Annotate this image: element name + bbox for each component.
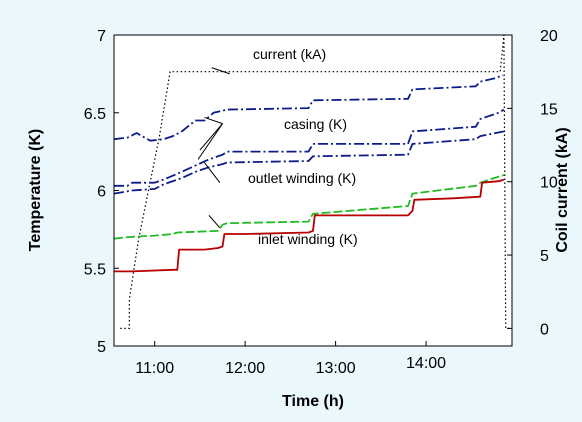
annotation-arrow-5 bbox=[208, 215, 221, 229]
y-left-tick-label: 6 bbox=[97, 184, 106, 201]
annotation-arrow-2 bbox=[199, 123, 223, 151]
plot-area bbox=[114, 35, 512, 346]
y-axis-title-left: Temperature (K) bbox=[27, 129, 44, 251]
y-right-tick-label: 5 bbox=[540, 248, 549, 265]
annotation-inlet-winding: inlet winding (K) bbox=[258, 231, 358, 247]
annotation-casing: casing (K) bbox=[284, 116, 347, 132]
y-right-tick-label: 20 bbox=[540, 28, 558, 45]
x-tick-label: 14:00 bbox=[406, 355, 446, 372]
annotation-current: current (kA) bbox=[253, 46, 326, 62]
arrow-layer bbox=[197, 67, 230, 229]
y-right-tick-label: 10 bbox=[540, 175, 558, 192]
annotation-arrow-3 bbox=[197, 123, 223, 160]
x-axis-title: Time (h) bbox=[282, 393, 344, 410]
series-line-2 bbox=[114, 108, 505, 187]
y-right-tick-label: 0 bbox=[540, 321, 549, 338]
series-line-5 bbox=[114, 178, 505, 273]
series-line-4 bbox=[113, 174, 505, 240]
series-line-0 bbox=[120, 34, 511, 329]
annotation-arrow-0 bbox=[211, 67, 230, 75]
y-left-tick-label: 5.5 bbox=[84, 261, 106, 278]
y-axis-title-right: Coil current (kA) bbox=[554, 127, 571, 252]
annotation-arrow-1 bbox=[204, 116, 223, 125]
x-tick-label: 12:00 bbox=[225, 360, 265, 377]
annotation-arrow-4 bbox=[204, 162, 221, 184]
y-right-tick-label: 15 bbox=[540, 101, 558, 118]
series-line-3 bbox=[113, 130, 505, 195]
y-left-tick-label: 7 bbox=[97, 28, 106, 45]
series-line-1 bbox=[113, 74, 504, 142]
y-left-tick-label: 6.5 bbox=[84, 106, 106, 123]
y-left-tick-label: 5 bbox=[97, 339, 106, 356]
x-tick-label: 13:00 bbox=[316, 360, 356, 377]
axis-layer: 11:00 12:00 13:00 14:00 5 5.5 6 6.5 7 0 5 10 15 20 bbox=[84, 28, 558, 377]
annotation-outlet-winding: outlet winding (K) bbox=[248, 170, 356, 186]
x-tick-label: 11:00 bbox=[135, 360, 174, 377]
series-layer bbox=[113, 34, 511, 329]
